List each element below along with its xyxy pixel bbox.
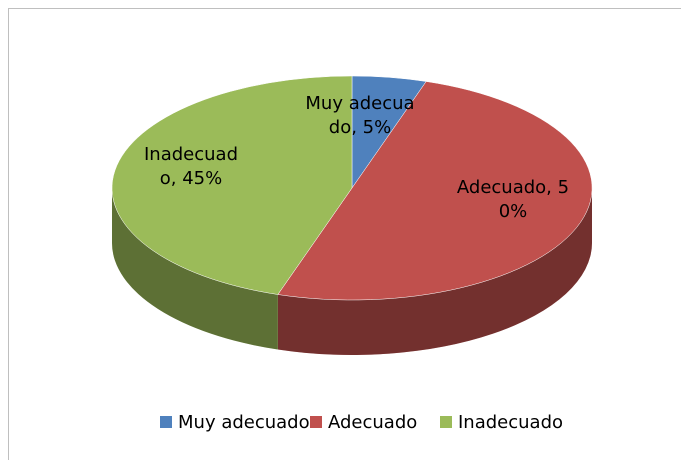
legend-label: Adecuado bbox=[328, 412, 417, 433]
legend-label: Muy adecuado bbox=[178, 412, 310, 433]
data-label: Adecuado, 50% bbox=[456, 177, 570, 222]
data-label: Inadecuado, 45% bbox=[143, 144, 238, 189]
slice-side-shade bbox=[277, 188, 592, 356]
slice-side bbox=[112, 188, 278, 350]
legend-label: Inadecuado bbox=[458, 412, 563, 433]
legend-swatch bbox=[160, 416, 172, 428]
slice bbox=[277, 81, 593, 301]
legend-swatch bbox=[310, 416, 322, 428]
slice-side bbox=[277, 188, 592, 356]
slice-side-shade bbox=[112, 188, 278, 350]
chart-border bbox=[8, 8, 681, 460]
slice bbox=[111, 75, 353, 295]
data-label: Muy adecuado, 5% bbox=[305, 93, 415, 138]
legend-swatch bbox=[440, 416, 452, 428]
